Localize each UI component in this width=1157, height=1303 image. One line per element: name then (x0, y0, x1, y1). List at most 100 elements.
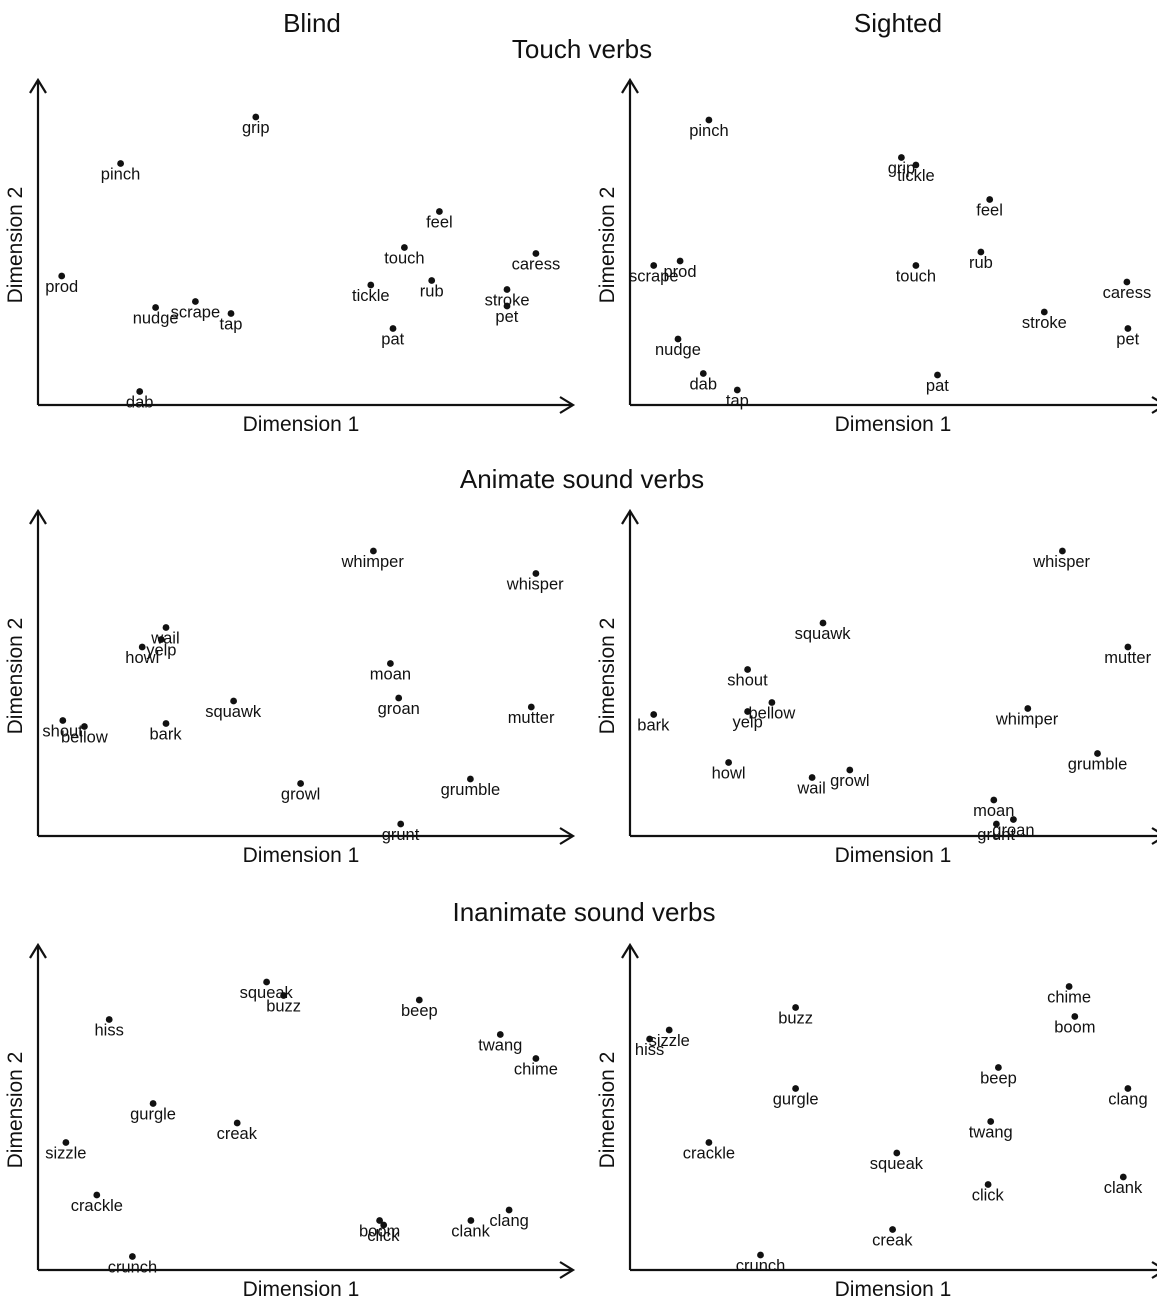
point-clang (1124, 1085, 1132, 1092)
point-label-tickle: tickle (897, 167, 935, 185)
point-clank (1119, 1173, 1127, 1181)
point-nudge (152, 304, 160, 311)
point-beep (415, 996, 423, 1004)
point-tap (227, 310, 235, 317)
point-label-dab: dab (126, 394, 154, 412)
x-axis-label: Dimension 1 (243, 413, 360, 436)
point-shout (59, 717, 67, 724)
row-title-inanimate: Inanimate sound verbs (452, 897, 715, 927)
point-label-creak: creak (872, 1232, 913, 1250)
point-label-crunch: crunch (108, 1259, 158, 1277)
point-whisper (1059, 547, 1066, 555)
point-groan (1010, 816, 1017, 823)
point-label-twang: twang (478, 1037, 522, 1055)
point-label-grip: grip (888, 160, 916, 178)
point-mutter (527, 703, 535, 711)
point-label-clang: clang (1108, 1091, 1147, 1109)
point-twang (496, 1031, 504, 1038)
point-label-moan: moan (370, 666, 411, 684)
point-label-prod: prod (664, 263, 697, 281)
point-moan (387, 660, 394, 667)
x-axis-arrow (559, 1261, 576, 1279)
point-feel (986, 196, 994, 203)
point-label-click: click (367, 1227, 400, 1245)
point-groan (395, 694, 403, 702)
point-label-squawk: squawk (795, 625, 852, 643)
point-label-whisper: whisper (1032, 553, 1090, 571)
point-label-feel: feel (426, 214, 453, 232)
point-scrape (650, 262, 658, 269)
y-axis-label: Dimension 2 (596, 1052, 619, 1169)
point-whisper (532, 570, 540, 577)
point-label-gurgle: gurgle (130, 1106, 176, 1124)
point-boom (1071, 1013, 1079, 1020)
x-axis-label: Dimension 1 (243, 844, 360, 867)
point-label-yelp: yelp (733, 714, 763, 732)
y-axis-arrow (621, 77, 639, 94)
point-beep (995, 1064, 1002, 1071)
point-label-growl: growl (281, 786, 320, 804)
point-label-caress: caress (512, 256, 561, 274)
point-label-howl: howl (125, 649, 159, 667)
point-pet (1124, 325, 1132, 332)
point-label-beep: beep (401, 1002, 438, 1020)
point-howl (138, 643, 146, 651)
point-pinch (117, 160, 124, 167)
y-axis-label: Dimension 2 (4, 187, 27, 304)
point-moan (990, 796, 998, 804)
point-wail (162, 624, 170, 631)
point-label-beep: beep (980, 1070, 1017, 1088)
point-label-bark: bark (150, 726, 183, 744)
point-chime (532, 1055, 540, 1062)
point-label-boom: boom (359, 1223, 400, 1241)
panel-sighted-animate-sound-verbs: Dimension 1 Dimension 2 whisper squawk mutte… (596, 508, 1157, 867)
point-growl (846, 766, 854, 774)
point-label-rub: rub (969, 254, 993, 272)
point-squawk (230, 697, 238, 705)
point-label-chime: chime (1047, 989, 1091, 1007)
point-label-hiss: hiss (95, 1022, 124, 1040)
point-mutter (1124, 643, 1132, 651)
point-label-mutter: mutter (1104, 649, 1151, 667)
point-label-tap: tap (726, 392, 749, 410)
point-label-stroke: stroke (1022, 314, 1067, 332)
point-label-clang: clang (489, 1212, 528, 1230)
y-axis-arrow (29, 508, 47, 525)
point-label-grumble: grumble (1068, 756, 1128, 774)
panel-blind-animate-sound-verbs: Dimension 1 Dimension 2 whimper whisper wail… (4, 508, 576, 867)
point-label-nudge: nudge (133, 310, 179, 328)
point-label-hiss: hiss (635, 1041, 664, 1059)
y-axis-label: Dimension 2 (596, 618, 619, 735)
row-title-animate: Animate sound verbs (460, 464, 704, 494)
point-yelp (157, 636, 165, 643)
point-label-shout: shout (42, 723, 83, 741)
point-label-whisper: whisper (506, 576, 564, 594)
point-label-whimper: whimper (341, 553, 405, 571)
point-pet (503, 302, 511, 310)
point-label-growl: growl (830, 772, 869, 790)
point-label-bark: bark (637, 717, 670, 735)
y-axis-label: Dimension 2 (4, 618, 27, 735)
point-label-scrape: scrape (629, 268, 679, 286)
point-label-dab: dab (690, 376, 718, 394)
point-buzz (792, 1004, 799, 1011)
y-axis-arrow (621, 942, 639, 959)
point-sizzle (665, 1026, 673, 1034)
point-label-gurgle: gurgle (773, 1091, 819, 1109)
point-rub (977, 248, 985, 256)
point-label-pet: pet (1116, 331, 1139, 349)
point-label-click: click (972, 1187, 1005, 1205)
point-feel (436, 208, 443, 215)
point-label-caress: caress (1103, 284, 1152, 302)
point-label-wail: wail (150, 630, 179, 648)
point-label-squeak: squeak (240, 984, 294, 1002)
point-label-pat: pat (926, 377, 949, 395)
point-grip (252, 113, 260, 121)
y-axis-arrow (621, 508, 639, 525)
point-grunt (397, 820, 405, 828)
point-dab (699, 370, 707, 377)
point-label-mutter: mutter (508, 709, 555, 727)
x-axis-label: Dimension 1 (835, 1278, 952, 1301)
y-axis-arrow (29, 942, 47, 959)
